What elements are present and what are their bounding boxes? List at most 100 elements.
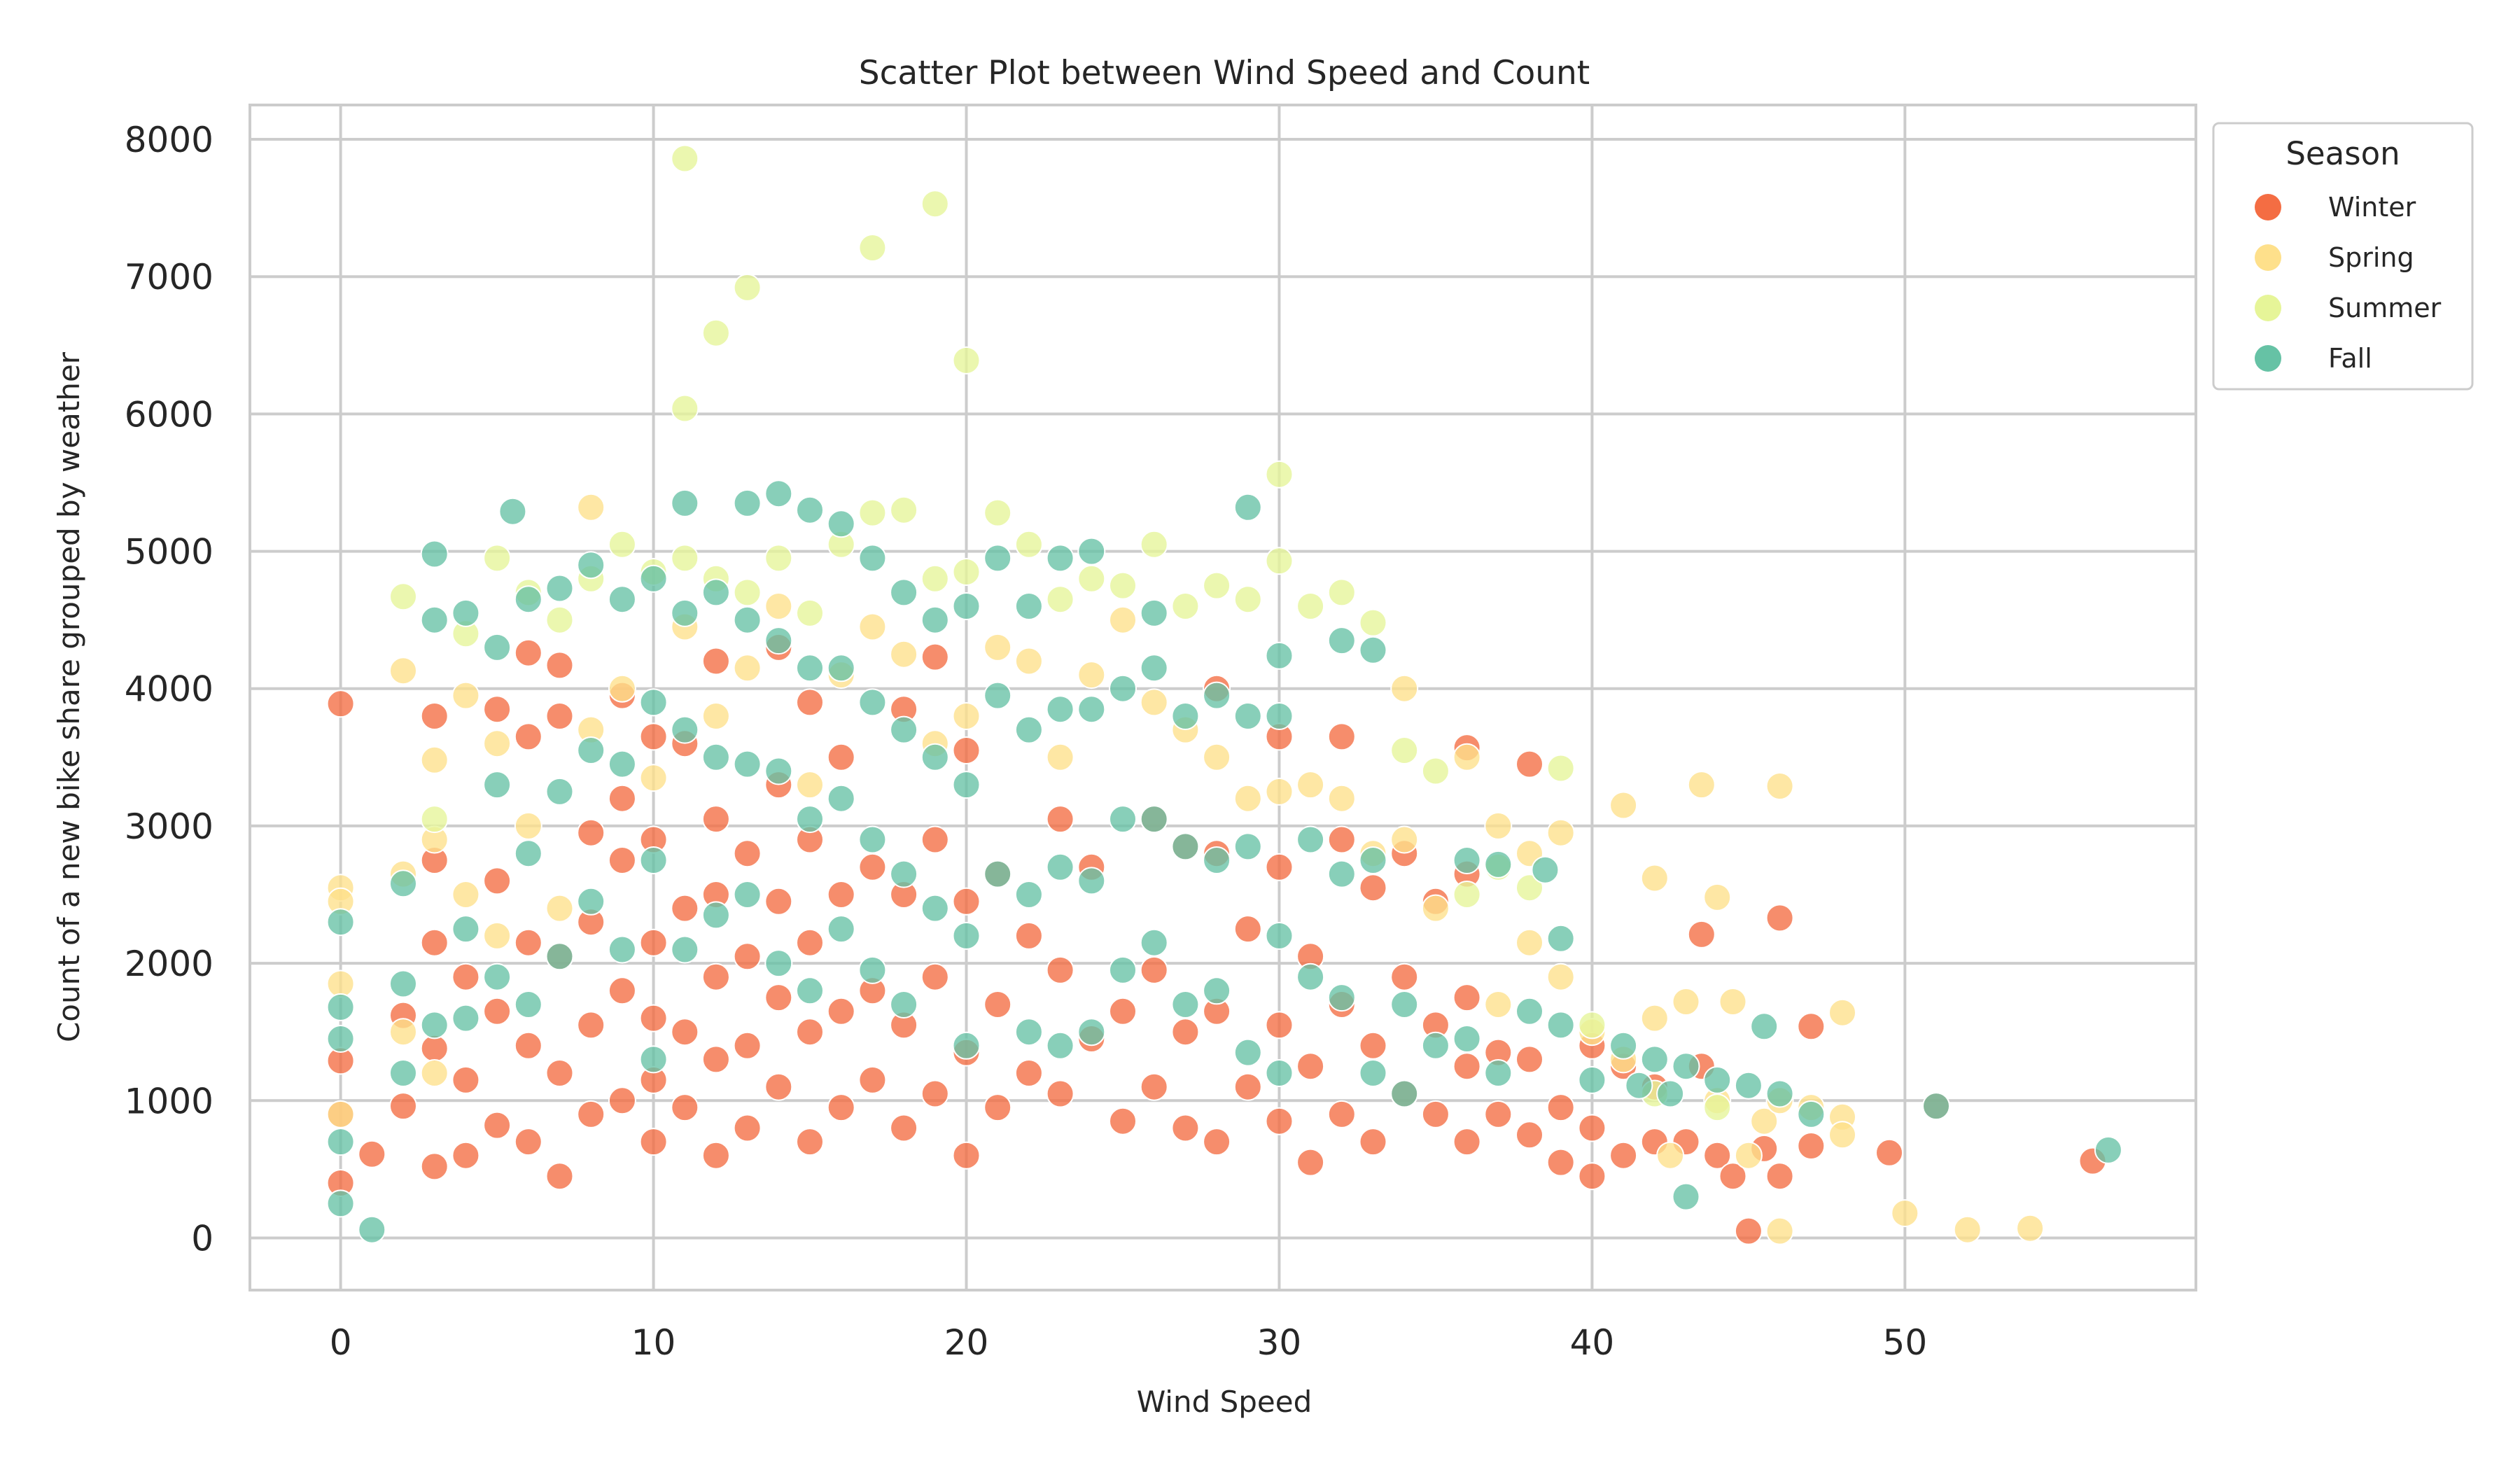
data-point (1046, 695, 1074, 724)
data-point (952, 921, 981, 950)
x-tick-label: 30 (1257, 1322, 1302, 1363)
data-point (733, 606, 762, 634)
data-point (639, 564, 668, 593)
data-point (577, 1011, 606, 1040)
data-point (326, 690, 355, 718)
data-point (451, 681, 480, 710)
data-point (358, 1140, 386, 1168)
data-point (420, 746, 449, 774)
data-point (983, 1093, 1012, 1122)
data-point (920, 643, 949, 671)
data-point (796, 598, 824, 627)
data-point (890, 578, 918, 607)
data-point (326, 908, 355, 937)
data-point (451, 598, 480, 627)
data-point (483, 867, 512, 895)
data-point (1203, 1128, 1231, 1156)
data-point (671, 489, 699, 517)
data-point (1546, 818, 1575, 847)
data-point (1203, 846, 1231, 874)
data-point (1046, 544, 1074, 573)
data-point (1734, 1217, 1763, 1245)
data-point (1077, 661, 1106, 690)
data-point (1828, 1121, 1856, 1149)
data-point (514, 990, 542, 1018)
data-point (326, 1128, 355, 1156)
data-point (1171, 990, 1200, 1018)
data-point (796, 654, 824, 682)
data-point (545, 651, 574, 680)
data-point (1390, 990, 1419, 1018)
data-point (483, 921, 512, 950)
data-point (514, 585, 542, 614)
data-point (326, 1100, 355, 1128)
data-point (796, 1018, 824, 1046)
data-point (1014, 921, 1043, 950)
data-point (1265, 702, 1294, 730)
data-point (1077, 867, 1106, 895)
data-point (827, 510, 855, 538)
data-point (920, 962, 949, 991)
data-point (1672, 988, 1700, 1016)
data-point (764, 544, 793, 573)
data-point (1703, 1093, 1732, 1122)
data-point (483, 544, 512, 573)
data-point (326, 1189, 355, 1218)
data-point (1546, 924, 1575, 953)
x-axis-label: Wind Speed (1137, 1385, 1312, 1419)
data-point (764, 1072, 793, 1101)
data-point (577, 1100, 606, 1128)
series-summer (389, 144, 1732, 1122)
data-point (1327, 722, 1356, 751)
data-point (1703, 1065, 1732, 1094)
data-point (858, 234, 887, 262)
data-point (1421, 1031, 1450, 1060)
data-point (1718, 988, 1747, 1016)
data-point (389, 869, 417, 898)
data-point (827, 881, 855, 909)
data-point (796, 1128, 824, 1156)
data-point (764, 626, 793, 655)
plot-frame (248, 104, 2197, 1292)
data-point (1546, 754, 1575, 783)
data-point (920, 606, 949, 634)
data-point (1609, 1031, 1638, 1060)
data-point (764, 479, 793, 508)
data-point (1828, 998, 1856, 1027)
data-point (1327, 1100, 1356, 1128)
data-point (608, 585, 636, 614)
data-point (1640, 1045, 1669, 1074)
data-point (764, 592, 793, 620)
data-point (1265, 460, 1294, 489)
data-point (1390, 1079, 1419, 1108)
y-axis-label: Count of a new bike share grouped by wea… (52, 351, 86, 1042)
data-point (1578, 1065, 1606, 1094)
data-points (326, 144, 2122, 1245)
data-point (1687, 920, 1716, 948)
data-point (890, 860, 918, 888)
data-point (483, 1111, 512, 1140)
data-point (952, 771, 981, 799)
data-point (1046, 743, 1074, 771)
data-point (1516, 874, 1544, 902)
data-point (608, 1086, 636, 1115)
y-tick-label: 4000 (125, 669, 214, 710)
data-point (1484, 811, 1513, 840)
x-tick-label: 0 (330, 1322, 352, 1363)
data-point (545, 1059, 574, 1087)
data-point (1452, 846, 1481, 874)
data-point (1609, 1141, 1638, 1170)
data-point (1359, 846, 1387, 874)
data-point (764, 757, 793, 785)
data-point (608, 530, 636, 559)
series-fall (326, 479, 2122, 1244)
data-point (389, 657, 417, 685)
data-point (671, 598, 699, 627)
data-point (1296, 962, 1325, 991)
data-point (890, 640, 918, 668)
data-point (827, 743, 855, 771)
data-point (1390, 825, 1419, 854)
data-point (1265, 547, 1294, 575)
data-point (733, 1114, 762, 1142)
data-point (1578, 1162, 1606, 1191)
